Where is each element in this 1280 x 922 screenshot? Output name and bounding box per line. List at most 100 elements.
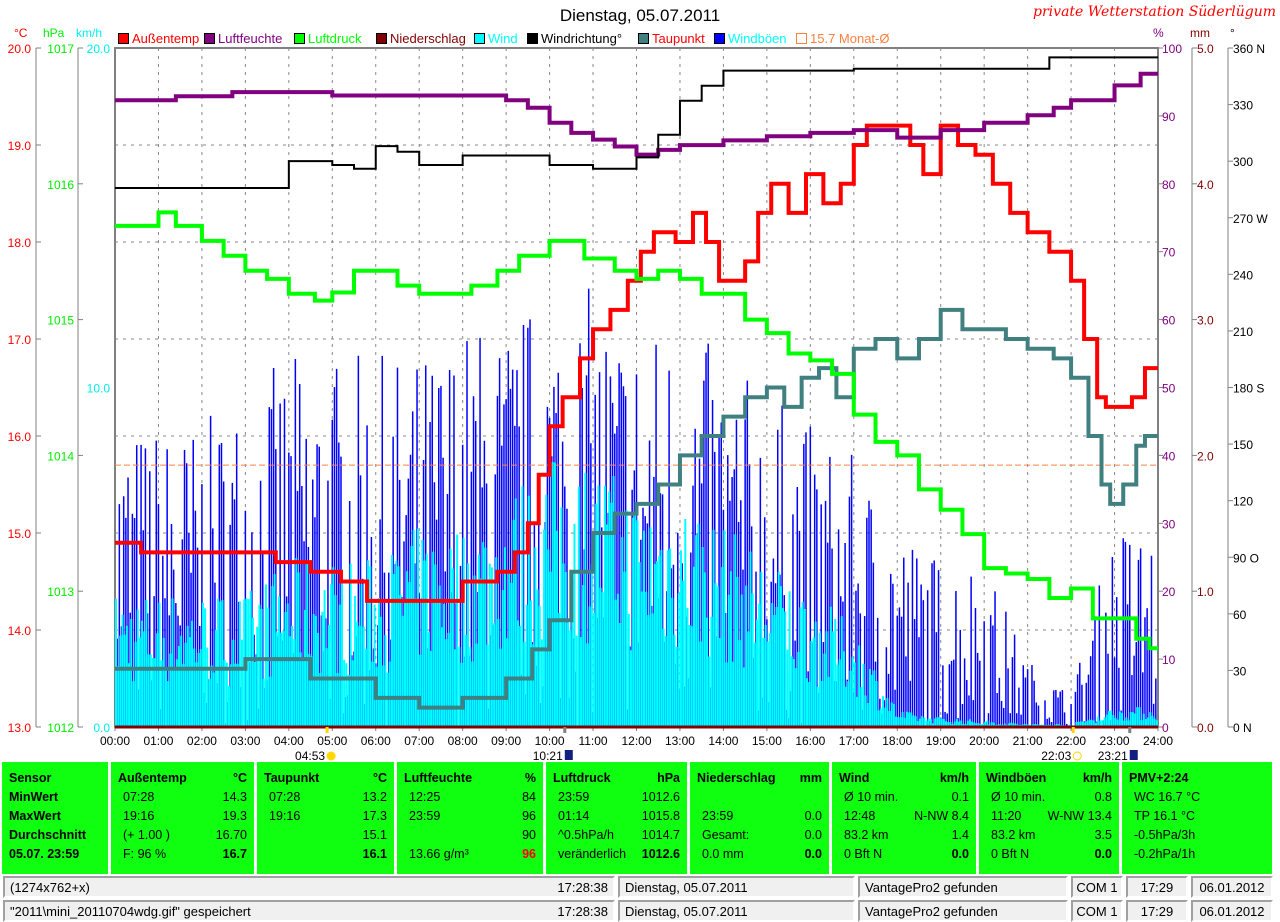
stats-label: 19:16 [269, 809, 301, 823]
legend-item: Windrichtung° [527, 31, 622, 46]
temp-unit: °C [14, 26, 28, 40]
x-tick-label: 02:00 [187, 734, 217, 748]
legend-item: Taupunkt [638, 31, 705, 46]
x-tick-label: 17:00 [839, 734, 869, 748]
x-tick-label: 12:00 [621, 734, 651, 748]
stats-row: Ø 10 min. 0.8 [986, 790, 1112, 809]
rain-tick-label: 4.0 [1197, 178, 1214, 192]
stats-row: Gesamt: 0.0 [697, 828, 822, 847]
moonrise-time: 10:21 [533, 749, 563, 762]
legend-label: Niederschlag [390, 31, 466, 46]
rain-tick-label: 3.0 [1197, 314, 1214, 328]
stats-value: 3.5 [1094, 828, 1112, 842]
humidity-tick-label: 0 [1162, 721, 1169, 735]
stats-label: 0.0 mm [702, 847, 744, 861]
station-brand: private Wetterstation Süderlügum [1033, 4, 1276, 20]
stats-column: PMV+2:24 WC 16.7 °C TP 16.1 °C -0.5hPa/3h -0… [1122, 762, 1272, 874]
stats-value: 14.3 [222, 790, 247, 804]
stats-row: 13.66 g/m³ 96 [404, 847, 536, 866]
legend-swatch [714, 33, 725, 44]
stats-row: 05.07. 23:59 [9, 847, 101, 866]
x-tick-label: 07:00 [404, 734, 434, 748]
stats-column: Außentemp °C 07:28 14.3 19:16 19.3 (+ 1.00 ) 16… [111, 762, 254, 874]
stats-row [697, 790, 822, 809]
stats-value: 90 [522, 828, 536, 842]
stats-row: MinWert [9, 790, 101, 809]
stats-row: 01:14 1015.8 [553, 809, 680, 828]
temp-tick-label: 16.0 [8, 430, 32, 444]
stats-header: PMV+2:24 [1129, 771, 1265, 790]
stats-label: TP 16.1 °C [1134, 809, 1196, 823]
sunrise-sun-icon [326, 751, 336, 761]
x-tick-label: 18:00 [882, 734, 912, 748]
legend-label: Luftfeuchte [218, 31, 283, 46]
stats-value: 1012.6 [641, 790, 680, 804]
sunset-sun-icon [1072, 751, 1082, 761]
stats-unit: °C [232, 771, 247, 785]
stats-value: 1012.6 [641, 847, 680, 861]
x-tick-label: 05:00 [317, 734, 347, 748]
series-luftfeuchte [115, 71, 1158, 157]
legend-item: 15.7 Monat-Ø [796, 31, 890, 46]
stats-row: 07:28 14.3 [118, 790, 247, 809]
legend-swatch [796, 33, 807, 44]
stats-row: 23:59 1012.6 [553, 790, 680, 809]
rain-tick-label: 2.0 [1197, 449, 1214, 463]
x-tick-label: 20:00 [969, 734, 999, 748]
stats-label [264, 828, 269, 847]
status-bar-2: "2011\mini_20110704wdg.gif" gespeichert 1… [0, 900, 1280, 922]
stats-header: Taupunkt °C [264, 771, 387, 790]
stats-label: ^0.5hPa/h [558, 828, 614, 842]
x-tick-label: 15:00 [752, 734, 782, 748]
rain-tick-label: 1.0 [1197, 585, 1214, 599]
sunrise-time: 04:53 [295, 749, 325, 762]
stats-row: -0.2hPa/1h [1129, 847, 1265, 866]
legend-swatch [294, 33, 305, 44]
humidity-unit: % [1153, 26, 1164, 40]
x-tick-label: 06:00 [361, 734, 391, 748]
status-segment: VantagePro2 gefunden [858, 876, 1068, 898]
stats-header: Windböen km/h [986, 771, 1112, 790]
stats-header: Außentemp °C [118, 771, 247, 790]
status-segment: Dienstag, 05.07.2011 [618, 876, 855, 898]
status-segment: 06.01.2012 [1191, 876, 1273, 898]
direction-unit: ° [1230, 26, 1235, 40]
humidity-tick-label: 60 [1162, 314, 1176, 328]
humidity-tick-label: 70 [1162, 246, 1176, 260]
x-tick-label: 16:00 [795, 734, 825, 748]
stats-row: 12:48 N-NW 8.4 [839, 809, 969, 828]
direction-tick-label: 150 [1233, 438, 1253, 452]
stats-row: 15.1 [264, 828, 387, 847]
x-tick-label: 22:00 [1056, 734, 1086, 748]
legend-label: Windrichtung° [541, 31, 623, 46]
stats-label [404, 828, 409, 847]
stats-value: 19.3 [222, 809, 247, 823]
stats-row: Durchschnitt [9, 828, 101, 847]
direction-tick-label: 120 [1233, 495, 1253, 509]
legend-label: 15.7 Monat-Ø [810, 31, 890, 46]
stats-value: 16.1 [362, 847, 387, 861]
stats-value: 15.1 [362, 828, 387, 842]
legend-swatch [527, 33, 538, 44]
stats-title: Außentemp [118, 771, 187, 785]
stats-column: Wind km/h Ø 10 min. 0.1 12:48 N-NW 8.4 83.2 km… [832, 762, 976, 874]
x-tick-label: 08:00 [448, 734, 478, 748]
stats-column: Sensor MinWert MaxWert Durchschnitt 05.07. 2… [2, 762, 108, 874]
stats-value: 0.1 [951, 790, 969, 804]
stats-row: 12:25 84 [404, 790, 536, 809]
wind-tick-label: 0.0 [93, 721, 110, 735]
stats-unit: hPa [657, 771, 680, 785]
wind-tick-label: 10.0 [87, 382, 111, 396]
humidity-tick-label: 90 [1162, 110, 1176, 124]
legend-swatch [638, 33, 649, 44]
humidity-tick-label: 100 [1162, 42, 1182, 56]
stats-column: Luftfeuchte% 12:25 84 23:59 96 90 13.66 g/m³ 96 [397, 762, 543, 874]
stats-label: Durchschnitt [9, 828, 87, 842]
stats-value: 16.70 [215, 828, 247, 842]
status-time: 17:28:38 [557, 904, 608, 919]
stats-label: -0.2hPa/1h [1134, 847, 1196, 861]
stats-label: -0.5hPa/3h [1134, 828, 1196, 842]
stats-value: 1015.8 [641, 809, 680, 823]
stats-label: WC 16.7 °C [1134, 790, 1201, 804]
stats-label: 07:28 [269, 790, 301, 804]
